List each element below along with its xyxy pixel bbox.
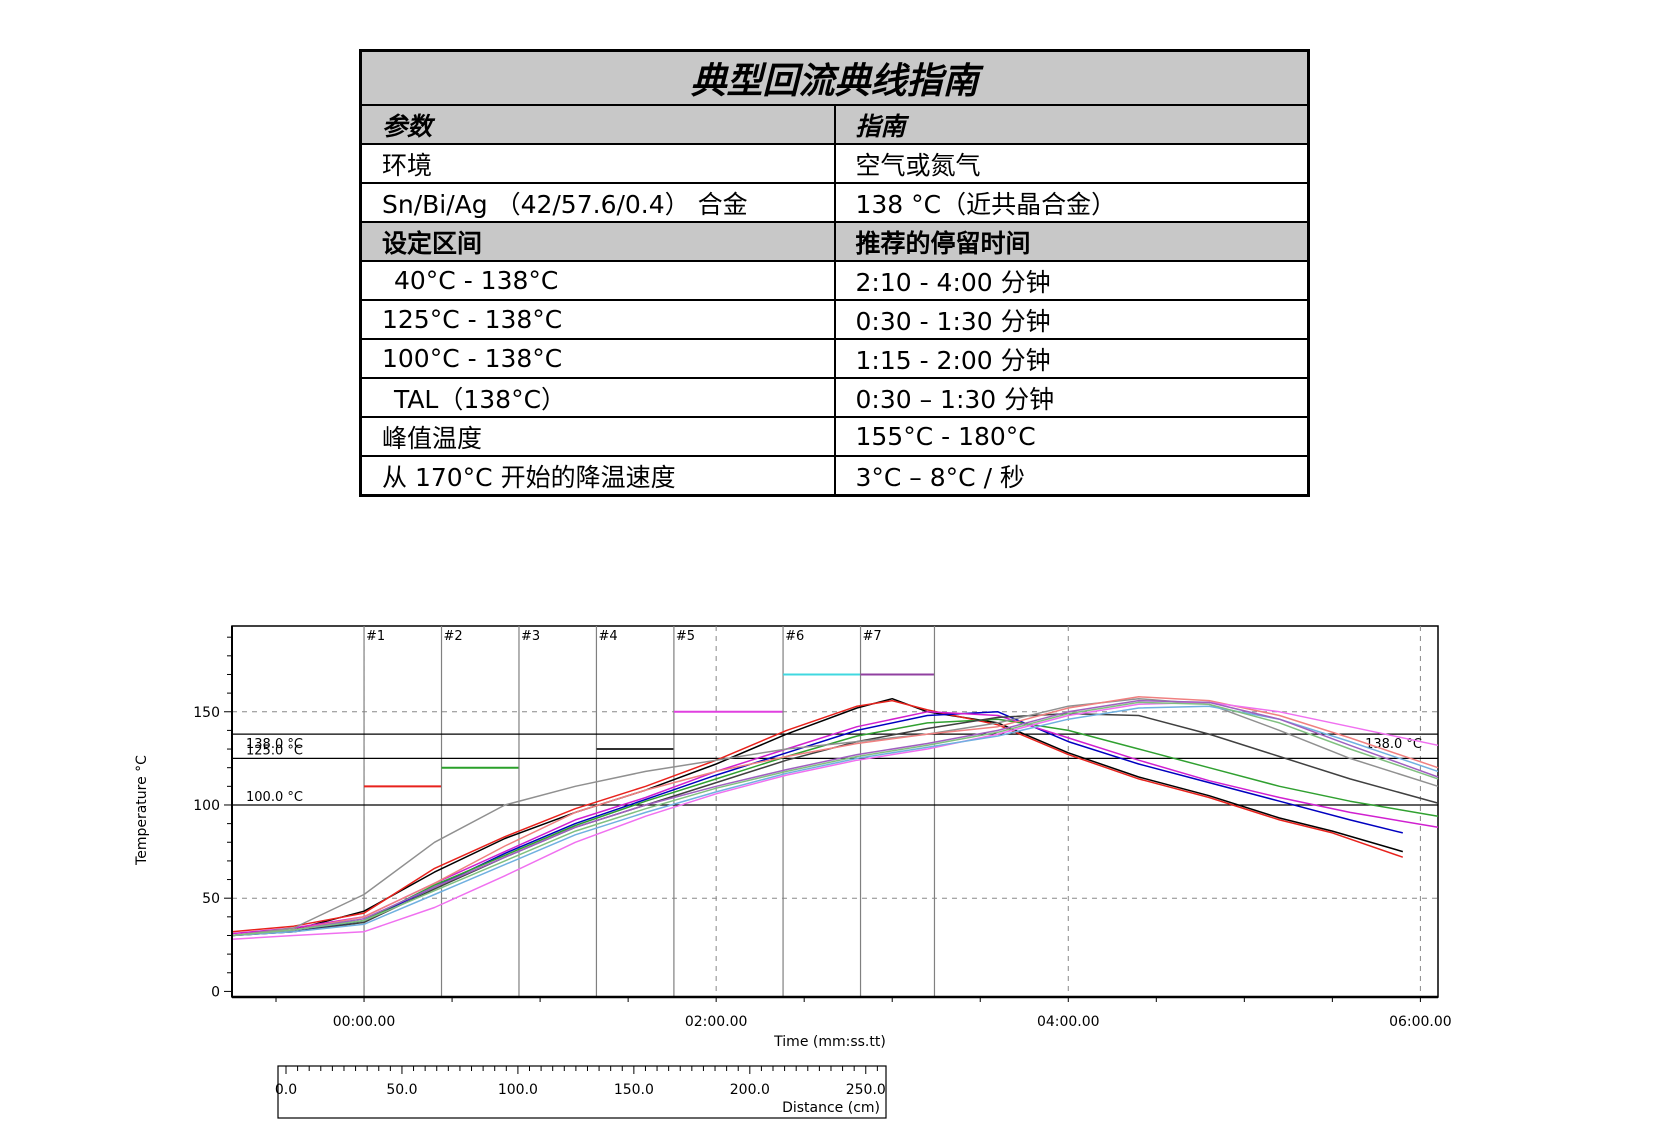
y-tick-label: 50	[202, 891, 220, 907]
row-param: 从 170°C 开始的降温速度	[359, 455, 836, 497]
zone-label: #2	[444, 629, 463, 644]
zone-label: #3	[521, 629, 540, 644]
row-value: 2:10 - 4:00 分钟	[833, 260, 1310, 301]
subheader-zone: 设定区间	[359, 221, 836, 262]
header-guide: 指南	[833, 104, 1310, 145]
zone-markers: #1 #2 #3 #4 #5 #6 #7	[363, 626, 936, 997]
distance-tick-label: 0.0	[275, 1082, 297, 1098]
zone-label: #6	[785, 629, 804, 644]
chart-axes: 0 50 100 150 00:00.00 02:00.00 04:00.00 06:00.0…	[193, 626, 1452, 1030]
series-line	[231, 697, 1404, 937]
row-param: 125°C - 138°C	[359, 299, 836, 340]
distance-scale: 0.0 50.0 100.0 150.0 200.0 250.0 Distance (cm)	[275, 1065, 887, 1119]
reference-label: 138.0 °C	[246, 737, 303, 752]
row-param: 峰值温度	[359, 416, 836, 457]
series-line	[231, 718, 1439, 937]
table-row: 40°C - 138°C 2:10 - 4:00 分钟	[359, 260, 1310, 301]
table-row: 100°C - 138°C 1:15 - 2:00 分钟	[359, 338, 1310, 379]
row-param: 环境	[359, 143, 836, 184]
row-value: 1:15 - 2:00 分钟	[833, 338, 1310, 379]
table-row: 125°C - 138°C 0:30 - 1:30 分钟	[359, 299, 1310, 340]
series-line	[231, 699, 1404, 933]
series-line	[231, 701, 1439, 940]
x-tick-label: 00:00.00	[333, 1014, 396, 1030]
table-header-row: 参数 指南	[359, 104, 1310, 145]
x-tick-label: 02:00.00	[685, 1014, 748, 1030]
y-axis-label: Temperature °C	[134, 755, 150, 866]
distance-axis-label: Distance (cm)	[782, 1100, 880, 1116]
series-line	[231, 705, 1439, 937]
series-line	[231, 696, 1439, 937]
plot-area	[231, 625, 1439, 998]
row-value: 138 °C（近共晶合金）	[833, 182, 1310, 223]
table-subheader-row: 设定区间 推荐的停留时间	[359, 221, 1310, 262]
distance-box	[277, 1065, 887, 1119]
row-value: 155°C - 180°C	[833, 416, 1310, 457]
row-param: 100°C - 138°C	[359, 338, 836, 379]
row-param: Sn/Bi/Ag （42/57.6/0.4） 合金	[359, 182, 836, 223]
table-row: 从 170°C 开始的降温速度 3°C – 8°C / 秒	[359, 455, 1310, 497]
table-title-row: 典型回流典线指南	[359, 49, 1310, 106]
row-value: 0:30 – 1:30 分钟	[833, 377, 1310, 418]
row-value: 3°C – 8°C / 秒	[833, 455, 1310, 497]
table-row: 环境 空气或氮气	[359, 143, 1310, 184]
subheader-dwell: 推荐的停留时间	[833, 221, 1310, 262]
y-tick-label: 100	[193, 798, 220, 814]
zone-label: #7	[863, 629, 882, 644]
x-tick-label: 06:00.00	[1389, 1014, 1452, 1030]
row-value: 0:30 - 1:30 分钟	[833, 299, 1310, 340]
temperature-curves	[231, 696, 1439, 940]
x-tick-label: 04:00.00	[1037, 1014, 1100, 1030]
table-title: 典型回流典线指南	[359, 49, 1310, 106]
zone-label: #1	[366, 629, 385, 644]
y-tick-label: 0	[211, 984, 220, 1000]
table-row: Sn/Bi/Ag （42/57.6/0.4） 合金 138 °C（近共晶合金）	[359, 182, 1310, 223]
table-row: 峰值温度 155°C - 180°C	[359, 416, 1310, 457]
distance-tick-label: 150.0	[614, 1082, 654, 1098]
series-line	[231, 699, 1439, 937]
series-line	[231, 701, 1439, 937]
distance-tick-label: 250.0	[846, 1082, 886, 1098]
reflow-guide-table: 典型回流典线指南 参数 指南 环境 空气或氮气 Sn/Bi/Ag （42/57.…	[359, 49, 1310, 497]
zone-label: #5	[676, 629, 695, 644]
distance-tick-label: 100.0	[498, 1082, 538, 1098]
y-tick-label: 150	[193, 705, 220, 721]
x-axis-label: Time (mm:ss.tt)	[773, 1034, 886, 1050]
row-param: TAL（138°C）	[359, 377, 836, 418]
reference-label: 125.0 °C	[246, 743, 303, 758]
distance-tick-label: 50.0	[386, 1082, 417, 1098]
distance-tick-label: 200.0	[730, 1082, 770, 1098]
table-row: TAL（138°C） 0:30 – 1:30 分钟	[359, 377, 1310, 418]
row-value: 空气或氮气	[833, 143, 1310, 184]
series-line	[231, 712, 1439, 937]
header-parameter: 参数	[359, 104, 836, 145]
row-param: 40°C - 138°C	[359, 260, 836, 301]
reference-label: 100.0 °C	[246, 790, 303, 805]
zone-label: #4	[598, 629, 617, 644]
